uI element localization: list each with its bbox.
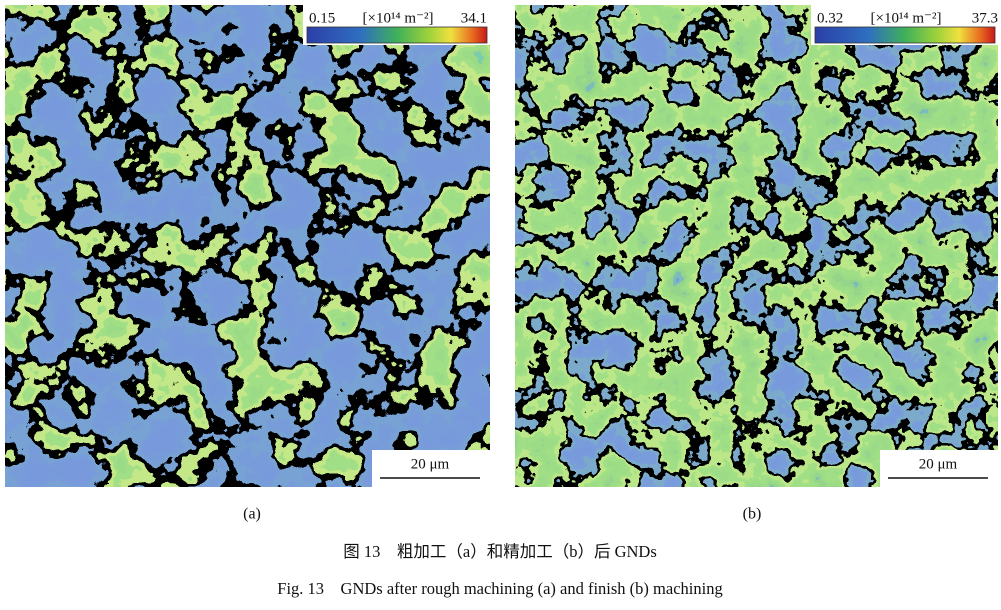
colorbar-min: 0.15 <box>309 10 335 26</box>
gnd-map <box>5 5 490 487</box>
caption-en: Fig. 13 GNDs after rough machining (a) a… <box>277 579 722 598</box>
colorbar <box>306 26 488 44</box>
colorbar-max: 37.3 <box>972 10 998 26</box>
scale-bar-box <box>880 450 998 487</box>
scale-bar-box <box>372 450 490 487</box>
panel-label: (b) <box>743 506 762 523</box>
scale-bar-label: 20 μm <box>411 456 450 472</box>
colorbar-unit: [×10¹⁴ m⁻²] <box>870 10 941 26</box>
panel-a: 0.15 [×10¹⁴ m⁻²] 34.1 20 μm (a) <box>5 5 490 523</box>
colorbar <box>814 26 996 44</box>
colorbar-min: 0.32 <box>817 10 843 26</box>
caption-zh: 图 13 粗加工（a）和精加工（b）后 GNDs <box>343 542 657 561</box>
colorbar-unit: [×10¹⁴ m⁻²] <box>362 10 433 26</box>
panel-b: 0.32 [×10¹⁴ m⁻²] 37.3 20 μm (b) <box>515 5 998 523</box>
panel-label: (a) <box>243 506 261 523</box>
colorbar-max: 34.1 <box>461 10 487 26</box>
gnd-map <box>515 5 998 487</box>
scale-bar-label: 20 μm <box>919 456 958 472</box>
